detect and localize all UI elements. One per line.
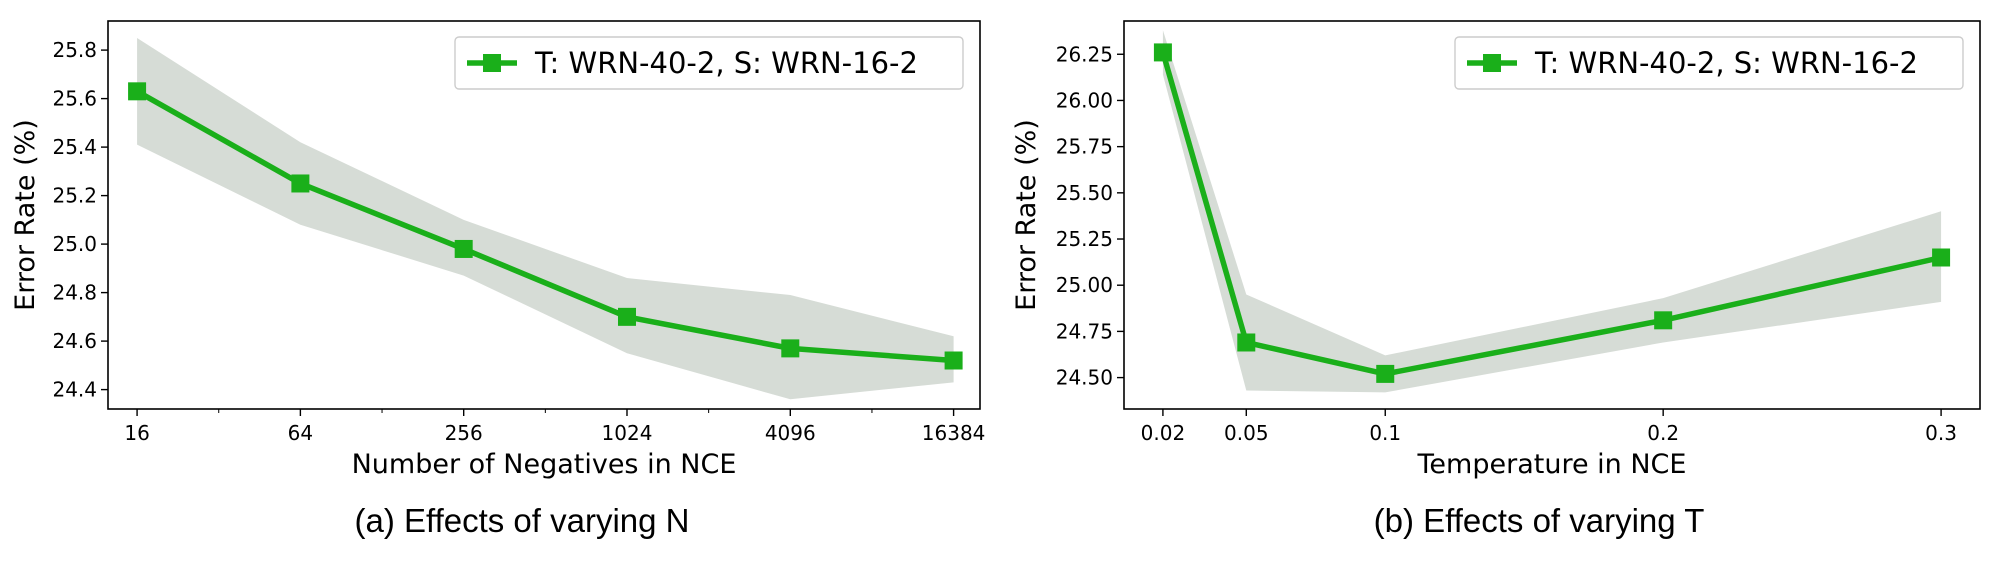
y-tick-label: 25.0	[52, 232, 97, 256]
x-tick-label: 0.1	[1369, 421, 1401, 445]
error-band	[137, 37, 954, 400]
x-axis-label: Number of Negatives in NCE	[352, 449, 737, 480]
data-point-marker	[291, 174, 310, 193]
legend-marker	[483, 54, 501, 72]
y-axis-label: Error Rate (%)	[1011, 119, 1042, 311]
legend-box	[1454, 36, 1964, 90]
y-tick-label: 25.75	[1056, 135, 1113, 159]
x-tick-label: 1024	[602, 421, 653, 445]
y-tick-label: 25.6	[52, 87, 97, 111]
y-tick-label: 24.8	[52, 281, 97, 305]
data-point-marker	[1376, 364, 1395, 383]
plot-frame	[107, 20, 981, 410]
y-tick-label: 24.50	[1056, 366, 1113, 390]
y-tick-label: 25.00	[1056, 273, 1113, 297]
data-point-marker	[128, 82, 147, 101]
x-tick-label: 16	[124, 421, 149, 445]
y-tick-label: 25.8	[52, 38, 97, 62]
x-tick-label: 0.2	[1647, 421, 1679, 445]
legend-box	[454, 36, 964, 90]
data-point-marker	[1237, 333, 1256, 352]
data-point-marker	[1654, 311, 1673, 330]
y-tick-label: 24.75	[1056, 319, 1113, 343]
data-point-marker	[944, 351, 963, 370]
x-axis-label: Temperature in NCE	[1417, 449, 1687, 480]
x-tick-label: 4096	[765, 421, 816, 445]
legend-label: T: WRN-40-2, S: WRN-16-2	[1534, 46, 1918, 80]
chart-panel-b: 0.02 0.05 0.1 0.2 0.3 24.50 24.75 25.00 25.25 25.…	[1011, 20, 1981, 539]
x-tick-label: 0.3	[1925, 421, 1957, 445]
chart-panel-a: 16 64 256 1024 4096 16384 24.4 24.6 24.8 25.0 25.2…	[10, 20, 986, 539]
y-tick-label: 24.4	[52, 378, 97, 402]
legend-label: T: WRN-40-2, S: WRN-16-2	[534, 46, 918, 80]
data-point-marker	[617, 307, 636, 326]
x-tick-label: 256	[445, 421, 483, 445]
data-point-marker	[1153, 43, 1172, 62]
data-point-marker	[1932, 248, 1951, 267]
figure-caption: (a) Effects of varying N	[354, 502, 689, 539]
y-tick-label: 24.6	[52, 329, 97, 353]
plot-frame	[1123, 20, 1981, 410]
data-point-marker	[781, 339, 800, 358]
series-line	[135, 88, 954, 364]
y-tick-label: 25.2	[52, 184, 97, 208]
y-tick-label: 26.25	[1056, 42, 1113, 66]
x-tick-label: 0.05	[1224, 421, 1269, 445]
legend-marker	[1483, 54, 1501, 72]
y-tick-label: 25.25	[1056, 227, 1113, 251]
figure-caption: (b) Effects of varying T	[1374, 502, 1705, 539]
y-tick-label: 26.00	[1056, 88, 1113, 112]
y-tick-label: 25.50	[1056, 181, 1113, 205]
y-axis-label: Error Rate (%)	[10, 119, 41, 311]
x-tick-label: 0.02	[1141, 421, 1186, 445]
x-tick-label: 64	[288, 421, 313, 445]
y-tick-label: 25.4	[52, 135, 97, 159]
x-tick-label: 16384	[922, 421, 986, 445]
data-point-marker	[454, 239, 473, 258]
